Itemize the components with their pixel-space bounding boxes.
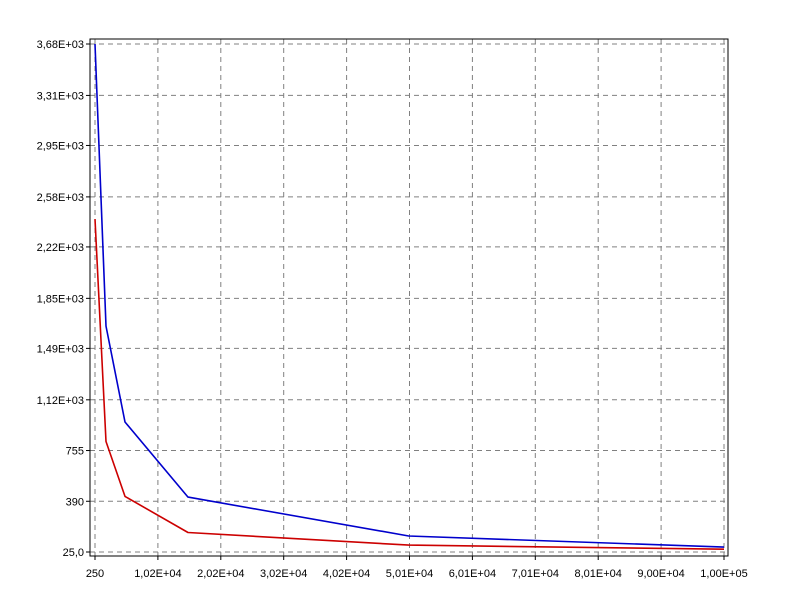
series-line-2 bbox=[94, 219, 725, 550]
x-tick-label: 250 bbox=[86, 568, 104, 580]
y-tick-label: 390 bbox=[66, 496, 84, 508]
x-tick-label: 1,02E+04 bbox=[134, 568, 181, 580]
y-tick-label: 3,68E+03 bbox=[37, 39, 84, 51]
y-tick-label: 3,31E+03 bbox=[37, 90, 84, 102]
y-tick-label: 2,95E+03 bbox=[37, 140, 84, 152]
y-tick-label: 755 bbox=[66, 446, 84, 458]
x-tick-label: 9,00E+04 bbox=[637, 568, 684, 580]
y-tick-label: 25,0 bbox=[63, 547, 84, 559]
x-tick-label: 3,02E+04 bbox=[260, 568, 307, 580]
x-tick-label: 2,02E+04 bbox=[197, 568, 244, 580]
x-tick-label: 1,00E+05 bbox=[700, 568, 747, 580]
x-tick-label: 5,01E+04 bbox=[386, 568, 433, 580]
plot-frame bbox=[89, 38, 729, 557]
y-axis: 25,0 390 755 1,12E+03 1,49E+03 1,85E+03 2,22E+… bbox=[37, 39, 90, 559]
y-tick-label: 1,12E+03 bbox=[37, 395, 84, 407]
series-line-1 bbox=[94, 43, 725, 548]
series-group bbox=[94, 43, 725, 550]
x-tick-label: 4,02E+04 bbox=[323, 568, 370, 580]
x-tick-label: 6,01E+04 bbox=[449, 568, 496, 580]
grid bbox=[90, 39, 728, 556]
x-tick-label: 7,01E+04 bbox=[512, 568, 559, 580]
x-axis: 250 1,02E+04 2,02E+04 3,02E+04 4,02E+04 5,01E… bbox=[86, 556, 748, 580]
y-tick-label: 1,49E+03 bbox=[37, 343, 84, 355]
y-tick-label: 1,85E+03 bbox=[37, 293, 84, 305]
y-tick-label: 2,22E+03 bbox=[37, 242, 84, 254]
y-tick-label: 2,58E+03 bbox=[37, 192, 84, 204]
x-tick-label: 8,01E+04 bbox=[574, 568, 621, 580]
